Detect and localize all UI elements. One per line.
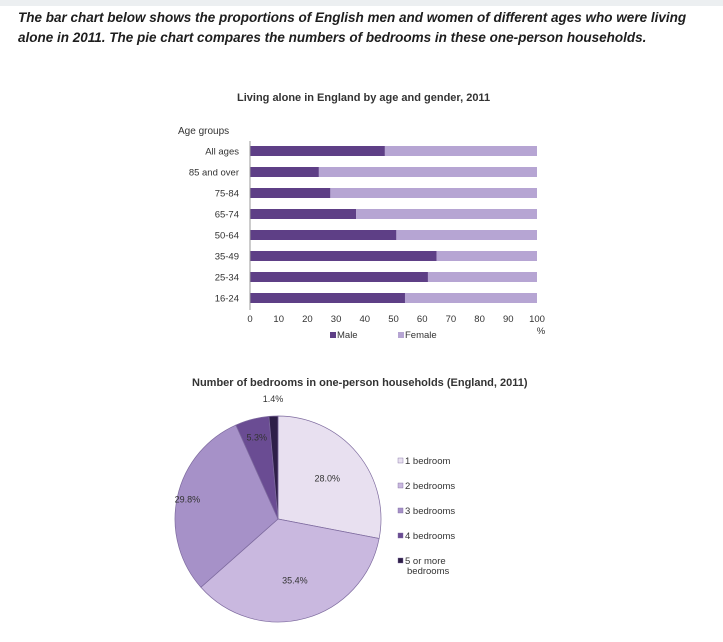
bar-female — [396, 230, 537, 240]
top-band — [0, 0, 723, 6]
pie-legend-label: 4 bedrooms — [405, 531, 455, 542]
category-label: 50-64 — [215, 231, 239, 242]
pie-slice — [277, 415, 382, 539]
bar-male — [250, 230, 397, 240]
bar-chart-title: Living alone in England by age and gende… — [237, 92, 491, 104]
pie-slice — [200, 518, 380, 623]
x-tick-label: 70 — [446, 314, 457, 325]
category-label: 25-34 — [215, 273, 239, 284]
pie-slice-label: 1.4% — [263, 394, 284, 404]
pie-legend-swatch — [397, 532, 404, 539]
x-unit-label: % — [537, 326, 546, 337]
category-label: All ages — [205, 147, 239, 158]
pie-legend-label: 2 bedrooms — [405, 481, 455, 492]
x-tick-label: 80 — [474, 314, 485, 325]
x-tick-label: 90 — [503, 314, 514, 325]
x-tick-label: 20 — [302, 314, 313, 325]
bar-male — [250, 251, 437, 261]
pie-legend-swatch — [397, 557, 404, 564]
legend-swatch-female — [398, 332, 404, 338]
bar-female — [318, 167, 537, 177]
x-tick-label: 40 — [360, 314, 371, 325]
pie-chart-title: Number of bedrooms in one-person househo… — [192, 377, 528, 389]
legend-swatch-male — [330, 332, 336, 338]
bar-female — [404, 293, 537, 303]
pie-legend-label: 3 bedrooms — [405, 506, 455, 517]
pie-legend-label: 5 or more bedrooms — [405, 556, 449, 577]
legend-label-male: Male — [337, 330, 358, 341]
bar-male — [250, 188, 331, 198]
category-label: 35-49 — [215, 252, 239, 263]
bar-female — [330, 188, 537, 198]
category-label: 65-74 — [215, 210, 239, 221]
category-label: 16-24 — [215, 294, 239, 305]
pie-slice-label: 5.3% — [246, 432, 267, 442]
legend-label-female: Female — [405, 330, 437, 341]
category-label: 85 and over — [189, 168, 239, 179]
bar-male — [250, 167, 319, 177]
pie-slice — [268, 415, 279, 520]
bar-female — [427, 272, 537, 282]
bar-female — [384, 146, 537, 156]
bar-male — [250, 272, 428, 282]
x-tick-label: 0 — [247, 314, 252, 325]
pie-slice-label: 35.4% — [282, 576, 308, 586]
bar-male — [250, 146, 385, 156]
bar-female — [356, 209, 537, 219]
x-tick-label: 50 — [388, 314, 399, 325]
pie-legend-swatch — [397, 457, 404, 464]
pie-legend-swatch — [397, 482, 404, 489]
pie-legend-swatch — [397, 507, 404, 514]
category-label: 75-84 — [215, 189, 239, 200]
bar-male — [250, 293, 405, 303]
category-axis-title: Age groups — [178, 126, 230, 137]
pie-legend-label: 1 bedroom — [405, 456, 451, 467]
x-tick-label: 30 — [331, 314, 342, 325]
pie-slice-label: 29.8% — [175, 494, 201, 504]
pie-slice — [174, 424, 279, 588]
x-tick-label: 100 — [529, 314, 545, 325]
x-tick-label: 10 — [273, 314, 284, 325]
task-prompt: The bar chart below shows the proportion… — [18, 10, 687, 45]
x-tick-label: 60 — [417, 314, 428, 325]
bar-female — [436, 251, 537, 261]
pie-slice-label: 28.0% — [314, 473, 340, 483]
bar-male — [250, 209, 357, 219]
